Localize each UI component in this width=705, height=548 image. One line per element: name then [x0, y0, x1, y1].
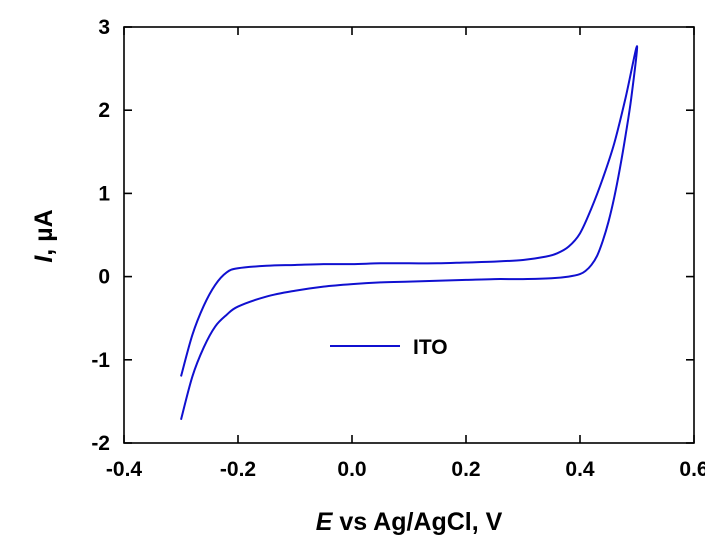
series-line-ito: [180, 45, 639, 420]
plot-area-frame: [123, 26, 695, 444]
y-tick-label: 2: [98, 99, 110, 122]
x-tick-label: -0.2: [220, 458, 256, 481]
y-tick-label: -2: [91, 432, 110, 455]
y-tick-label: 3: [98, 16, 110, 39]
y-tick-label: 1: [98, 182, 110, 205]
y-axis-title-rest: , µA: [30, 209, 58, 255]
y-axis-tick-labels: -2 -1 0 1 2 3: [91, 16, 110, 455]
y-tick-label: 0: [98, 266, 110, 289]
x-tick-label: -0.4: [106, 458, 143, 481]
y-axis-title-variable: I: [30, 255, 58, 263]
series-layer: [180, 45, 639, 420]
legend: ITO: [330, 336, 448, 359]
x-tick-label: 0.4: [565, 458, 595, 481]
y-tick-label: -1: [91, 349, 110, 372]
x-axis-tick-labels: -0.4 -0.2 0.0 0.2 0.4 0.6: [106, 458, 705, 481]
legend-label-ito: ITO: [413, 336, 448, 359]
x-axis-title: E vs Ag/AgCl, V: [316, 508, 503, 536]
x-tick-label: 0.2: [451, 458, 480, 481]
x-axis-title-rest: vs Ag/AgCl, V: [332, 508, 502, 536]
y-axis-title: I, µA: [30, 209, 58, 262]
x-tick-label: 0.0: [337, 458, 366, 481]
x-axis-title-variable: E: [316, 508, 334, 536]
x-tick-label: 0.6: [679, 458, 705, 481]
y-axis-ticks: [124, 26, 694, 444]
x-axis-ticks: [123, 27, 695, 443]
